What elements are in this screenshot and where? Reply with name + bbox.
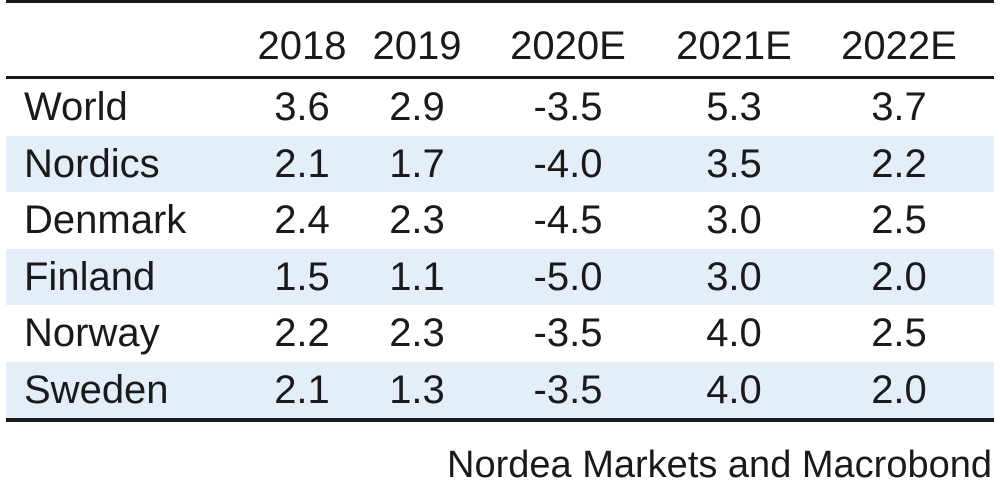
- row-label: Sweden: [24, 367, 169, 412]
- table-cell: 2.1: [274, 367, 330, 412]
- table-cell: 2.5: [871, 311, 927, 356]
- table-cell: 4.0: [706, 311, 762, 356]
- column-header: 2018: [257, 23, 347, 68]
- table-cell: 2.2: [274, 311, 330, 356]
- table-cell: 3.0: [706, 198, 762, 243]
- table-cell: -3.5: [533, 367, 603, 412]
- table-row: Norway 2.2 2.3 -3.5 4.0 2.5: [6, 305, 994, 362]
- table-row: Sweden 2.1 1.3 -3.5 4.0 2.0: [6, 361, 994, 418]
- row-label: Denmark: [24, 198, 187, 243]
- source-note: Nordea Markets and Macrobond: [447, 444, 992, 486]
- table-cell: 2.3: [389, 311, 445, 356]
- row-label: Finland: [24, 254, 156, 299]
- table-cell: 1.3: [389, 367, 445, 412]
- column-header: 2020E: [510, 23, 626, 68]
- table-cell: 2.5: [871, 198, 927, 243]
- row-label: World: [24, 85, 128, 130]
- table-bottom-rule: [6, 418, 994, 422]
- table-cell: 2.2: [871, 141, 927, 186]
- table-cell: 3.5: [706, 141, 762, 186]
- table-row: Denmark 2.4 2.3 -4.5 3.0 2.5: [6, 192, 994, 249]
- column-header: 2021E: [676, 23, 792, 68]
- table-cell: 2.0: [871, 367, 927, 412]
- column-header: 2022E: [841, 23, 957, 68]
- table-cell: 1.7: [389, 141, 445, 186]
- row-label: Norway: [24, 311, 160, 356]
- table-cell: 3.7: [871, 85, 927, 130]
- forecast-table: 2018 2019 2020E 2021E 2022E World 3.6 2.…: [6, 0, 994, 422]
- table-cell: -3.5: [533, 311, 603, 356]
- column-header: 2019: [372, 23, 462, 68]
- table-cell: 2.9: [389, 85, 445, 130]
- table-cell: 2.0: [871, 254, 927, 299]
- table-cell: 3.6: [274, 85, 330, 130]
- table-cell: -5.0: [533, 254, 603, 299]
- table-cell: 3.0: [706, 254, 762, 299]
- table-cell: 1.1: [389, 254, 445, 299]
- table-cell: -3.5: [533, 85, 603, 130]
- table-row: World 3.6 2.9 -3.5 5.3 3.7: [6, 79, 994, 136]
- table-cell: 1.5: [274, 254, 330, 299]
- table-cell: 5.3: [706, 85, 762, 130]
- row-label: Nordics: [24, 141, 160, 186]
- header-corner: [6, 34, 252, 46]
- table-cell: 2.1: [274, 141, 330, 186]
- table-cell: -4.5: [533, 198, 603, 243]
- table-header-row: 2018 2019 2020E 2021E 2022E: [6, 3, 994, 79]
- table-cell: 4.0: [706, 367, 762, 412]
- table-cell: 2.3: [389, 198, 445, 243]
- table-cell: 2.4: [274, 198, 330, 243]
- table-top-rule: [6, 0, 994, 3]
- table-cell: -4.0: [533, 141, 603, 186]
- table-row: Nordics 2.1 1.7 -4.0 3.5 2.2: [6, 135, 994, 192]
- table-row: Finland 1.5 1.1 -5.0 3.0 2.0: [6, 248, 994, 305]
